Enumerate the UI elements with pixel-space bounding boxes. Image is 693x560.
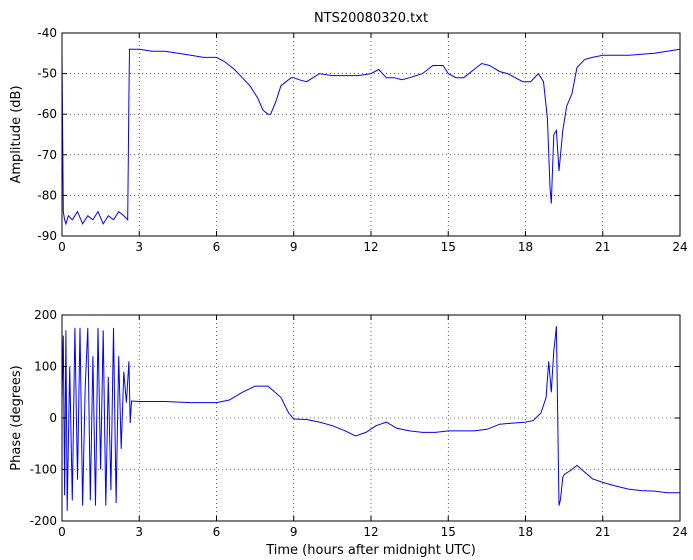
phase-chart: 0 3 6 9 12 15 18 21 24 -200 -100 0 100 200 Phase (deg… [9, 308, 688, 558]
amp-y-tick-label: -60 [37, 107, 57, 121]
phase-x-tick-label: 18 [518, 525, 533, 539]
amplitude-series-line [61, 48, 681, 226]
amplitude-ticks: 0 3 6 9 12 15 18 21 24 -90 -80 -70 -60 -50 -40 [37, 26, 687, 254]
phase-y-tick-label: 100 [34, 360, 57, 374]
phase-x-tick-label: 0 [58, 525, 66, 539]
amp-y-tick-label: -80 [37, 188, 57, 202]
amplitude-y-axis-label: Amplitude (dB) [9, 85, 24, 183]
amp-x-tick-label: 24 [672, 240, 687, 254]
phase-y-axis-label: Phase (degrees) [9, 365, 24, 470]
phase-grid [62, 315, 680, 521]
amp-x-tick-label: 6 [213, 240, 221, 254]
phase-series-line [61, 326, 680, 511]
amp-x-tick-label: 12 [363, 240, 378, 254]
phase-x-tick-label: 21 [595, 525, 610, 539]
amp-y-tick-label: -70 [37, 148, 57, 162]
phase-ticks: 0 3 6 9 12 15 18 21 24 -200 -100 0 100 200 [30, 308, 688, 539]
phase-x-tick-label: 24 [672, 525, 687, 539]
amp-y-tick-label: -90 [37, 229, 57, 243]
phase-y-tick-label: 0 [49, 411, 57, 425]
amp-x-tick-label: 9 [290, 240, 298, 254]
phase-y-tick-label: 200 [34, 308, 57, 322]
phase-x-tick-label: 12 [363, 525, 378, 539]
amp-x-tick-label: 3 [135, 240, 143, 254]
phase-x-tick-label: 9 [290, 525, 298, 539]
phase-y-tick-label: -100 [30, 463, 57, 477]
amplitude-chart: 0 3 6 9 12 15 18 21 24 -90 -80 -70 -60 -50 -40 NTS2008… [9, 11, 688, 254]
amplitude-chart-title: NTS20080320.txt [314, 11, 428, 26]
amp-y-tick-label: -50 [37, 67, 57, 81]
amp-y-tick-label: -40 [37, 26, 57, 40]
phase-x-tick-label: 3 [135, 525, 143, 539]
phase-x-tick-label: 6 [213, 525, 221, 539]
amp-x-tick-label: 15 [441, 240, 456, 254]
amp-x-tick-label: 0 [58, 240, 66, 254]
amp-x-tick-label: 21 [595, 240, 610, 254]
amp-x-tick-label: 18 [518, 240, 533, 254]
phase-x-tick-label: 15 [441, 525, 456, 539]
phase-x-axis-label: Time (hours after midnight UTC) [265, 543, 476, 558]
phase-y-tick-label: -200 [30, 514, 57, 528]
